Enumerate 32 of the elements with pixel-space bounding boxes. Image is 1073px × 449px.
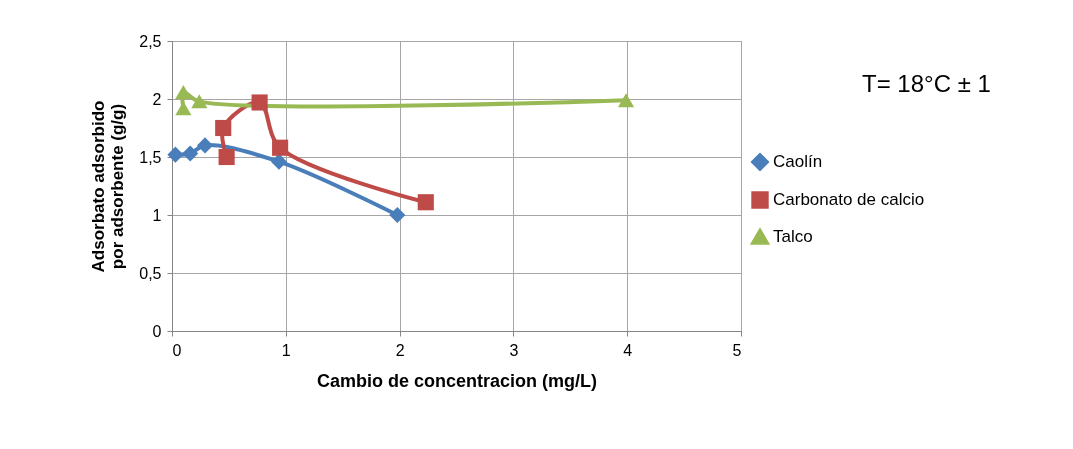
point xyxy=(191,94,208,109)
point xyxy=(167,146,184,163)
y-axis-title: Adsorbato adsorbido por adsorbente (g/g) xyxy=(89,100,128,273)
point xyxy=(272,139,289,156)
x-tick-label: 1 xyxy=(281,341,291,359)
y-tick-label: 2 xyxy=(152,90,162,108)
x-tick-label: 4 xyxy=(623,341,633,359)
point xyxy=(417,194,434,211)
point xyxy=(389,206,406,224)
point xyxy=(618,93,635,108)
y-tick-label: 0,5 xyxy=(139,264,162,282)
y-tick-label: 2,5 xyxy=(139,32,162,50)
point xyxy=(270,153,288,170)
legend-label: Talco xyxy=(773,227,813,246)
x-tick-label: 3 xyxy=(509,341,519,359)
point xyxy=(218,148,235,166)
legend-label: Carbonato de calcio xyxy=(773,190,925,209)
point xyxy=(251,94,268,111)
x-tick-label: 5 xyxy=(732,341,742,359)
x-tick-label: 2 xyxy=(395,341,405,359)
y-tick-label: 0 xyxy=(152,322,162,340)
x-axis-title: Cambio de concentracion (mg/L) xyxy=(316,370,598,391)
point xyxy=(175,85,192,100)
x-tick-label: 0 xyxy=(172,341,182,359)
point xyxy=(196,137,214,154)
point xyxy=(215,119,232,137)
point xyxy=(182,145,199,162)
legend-label: Caolín xyxy=(773,152,823,171)
point xyxy=(175,101,192,116)
y-tick-label: 1,5 xyxy=(139,148,162,166)
y-tick-label: 1 xyxy=(152,206,162,224)
text: T= 18°C ± 1 xyxy=(862,70,991,98)
